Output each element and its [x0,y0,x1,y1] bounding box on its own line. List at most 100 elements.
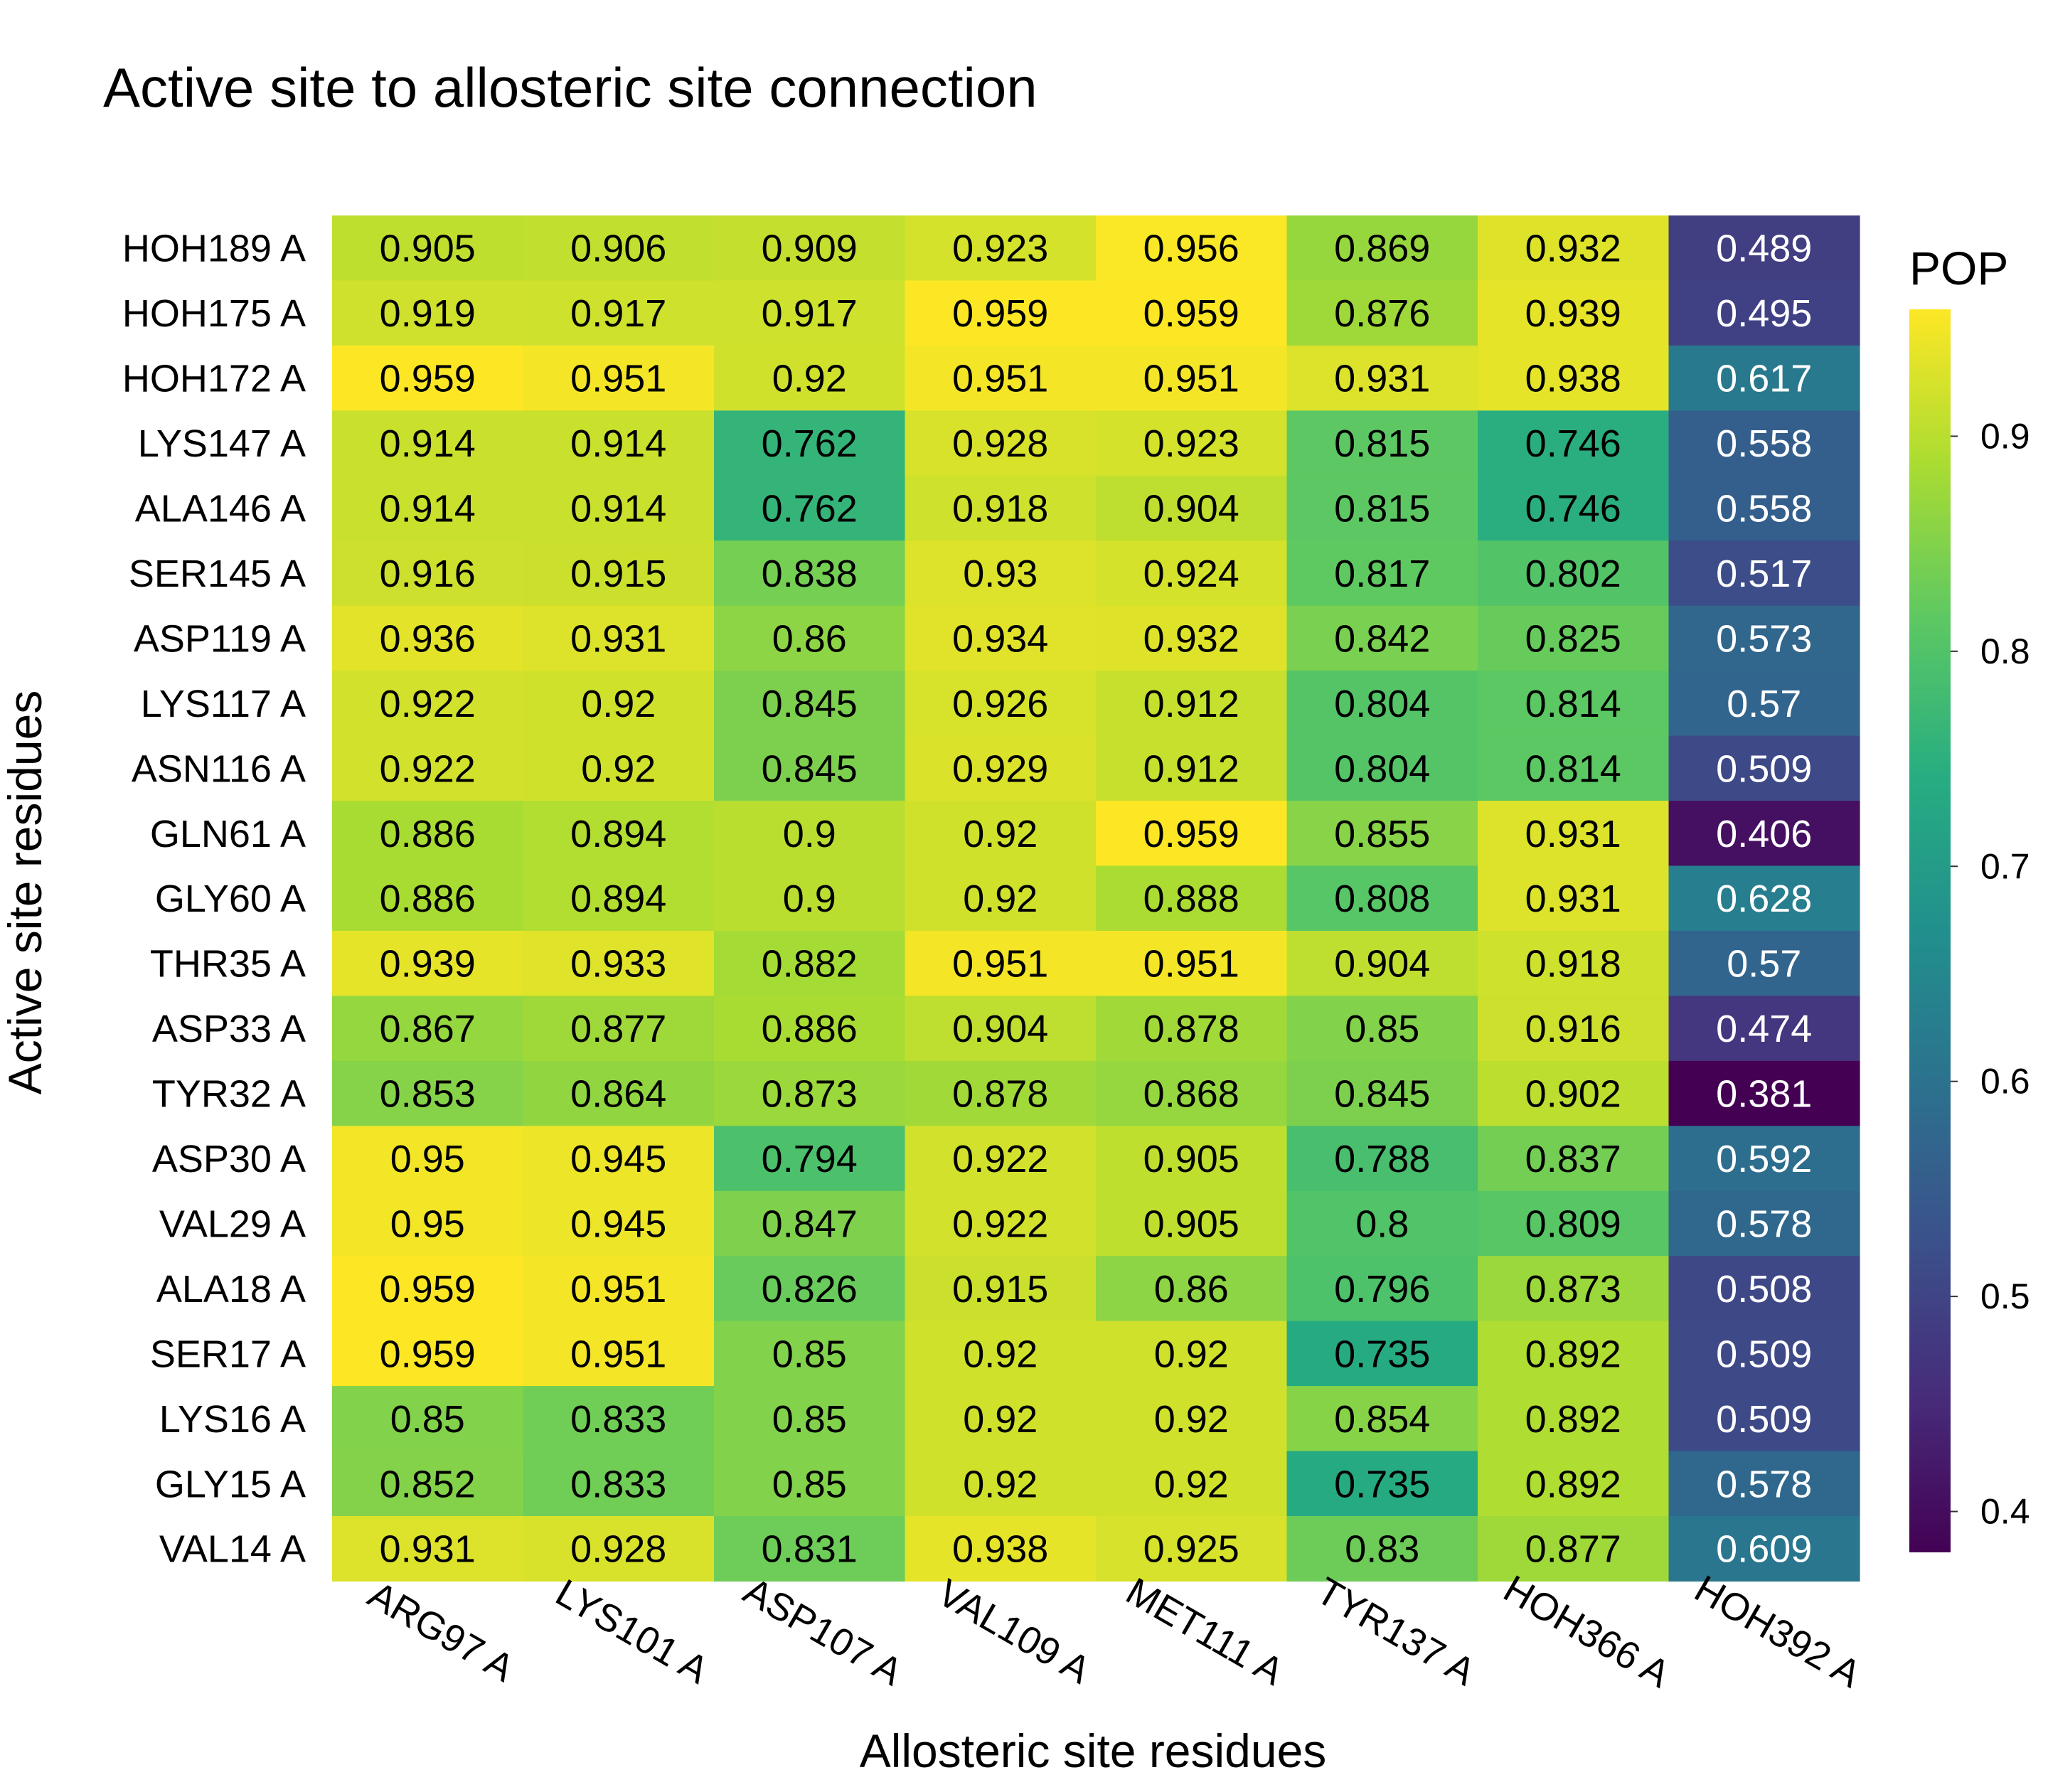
heatmap-cell [1096,801,1288,867]
cell-value-label: 0.929 [952,747,1048,790]
heatmap-cell [1286,605,1478,671]
heatmap-cell [1478,865,1670,932]
heatmap-cell [1668,1060,1860,1126]
cell-value-label: 0.85 [772,1333,847,1375]
heatmap-cell [1286,345,1478,411]
colorbar [1909,309,1951,1552]
heatmap-cell [905,475,1097,541]
heatmap-cell [523,930,715,996]
cell-value-label: 0.509 [1716,747,1812,790]
x-tick-label: MET111 A [1119,1569,1291,1693]
heatmap-cell [1478,605,1670,671]
heatmap-cell [1478,1451,1670,1517]
cell-value-label: 0.95 [390,1202,465,1245]
y-tick-label: ALA18 A [156,1268,306,1311]
heatmap-cell [1668,1516,1860,1582]
cell-value-label: 0.817 [1334,553,1430,595]
heatmap-cell [1478,735,1670,801]
heatmap-cell [905,215,1097,282]
cell-value-label: 0.92 [1154,1333,1229,1375]
y-tick-label: GLN61 A [150,813,306,855]
cell-value-label: 0.934 [952,617,1048,660]
cell-value-label: 0.877 [570,1008,666,1050]
cell-value-label: 0.815 [1334,422,1430,465]
y-tick-label: GLY60 A [155,878,306,920]
cell-value-label: 0.867 [380,1008,476,1050]
y-tick-label: ASP119 A [134,617,306,660]
y-tick-label: VAL14 A [159,1528,306,1571]
heatmap-cell [523,215,715,282]
cell-value-label: 0.854 [1334,1398,1430,1441]
heatmap-cell [905,801,1097,867]
heatmap-cell [1286,1321,1478,1387]
heatmap-cell [714,671,906,737]
cell-value-label: 0.864 [570,1073,666,1116]
cell-value-label: 0.945 [570,1202,666,1245]
cell-value-label: 0.951 [570,1268,666,1311]
cell-value-label: 0.959 [1143,813,1239,855]
heatmap-cell [905,671,1097,737]
cell-value-label: 0.746 [1525,422,1621,465]
y-tick-label: SER17 A [150,1333,306,1375]
cell-value-label: 0.886 [380,878,476,920]
heatmap-cell [714,801,906,867]
y-tick-label: TYR32 A [152,1073,306,1116]
y-tick-label: THR35 A [150,943,306,986]
cell-value-label: 0.877 [1525,1528,1621,1571]
cell-value-label: 0.945 [570,1138,666,1180]
heatmap-cell [1668,1386,1860,1452]
cell-value-label: 0.909 [762,228,858,270]
heatmap-cell [1286,801,1478,867]
heatmap-cell [1286,1126,1478,1192]
heatmap-cell [1478,410,1670,476]
y-tick-label: ASP33 A [152,1008,306,1050]
y-axis-ticks: HOH189 A HOH175 A HOH172 A LYS147 A ALA146 A… [122,228,306,1571]
cell-value-label: 0.925 [1143,1528,1239,1571]
heatmap-cell [332,930,524,996]
y-tick-label: VAL29 A [159,1202,306,1245]
cell-value-label: 0.833 [570,1398,666,1441]
heatmap-cell [523,1386,715,1452]
cell-value-label: 0.8 [1355,1202,1409,1245]
cell-value-label: 0.919 [380,292,476,335]
heatmap-cell [1478,1060,1670,1126]
cell-value-label: 0.904 [952,1008,1048,1050]
heatmap-cell [332,1060,524,1126]
heatmap-cell [332,1321,524,1387]
heatmap-cell [1668,865,1860,932]
cell-value-label: 0.905 [380,228,476,270]
x-tick-label: ARG97 A [361,1573,521,1690]
cell-value-label: 0.951 [1143,358,1239,400]
heatmap-cell [714,996,906,1062]
heatmap-cell [1286,996,1478,1062]
heatmap-cell [523,865,715,932]
heatmap-cell [523,410,715,476]
cell-value-label: 0.578 [1716,1202,1812,1245]
y-tick-label: HOH172 A [122,358,306,400]
heatmap-cell [714,1256,906,1322]
heatmap-cell [332,735,524,801]
cell-value-label: 0.904 [1334,943,1430,986]
heatmap-cell [523,1256,715,1322]
cell-value-label: 0.924 [1143,553,1239,595]
heatmap-cell [332,1516,524,1582]
cell-value-label: 0.959 [380,358,476,400]
heatmap-cell [1478,1126,1670,1192]
cell-value-label: 0.869 [1334,228,1430,270]
cell-value-label: 0.906 [570,228,666,270]
heatmap-cell [714,1060,906,1126]
heatmap-cell [1478,1386,1670,1452]
heatmap-cell [905,1386,1097,1452]
heatmap-cell [1096,865,1288,932]
cell-value-label: 0.796 [1334,1268,1430,1311]
colorbar-tick-label: 0.5 [1980,1276,2030,1316]
heatmap-cell [332,410,524,476]
cell-value-label: 0.926 [952,683,1048,725]
cell-value-label: 0.916 [1525,1008,1621,1050]
cell-value-label: 0.825 [1525,617,1621,660]
heatmap-cell [1096,1451,1288,1517]
heatmap-cell [1286,475,1478,541]
cell-value-label: 0.931 [1525,813,1621,855]
heatmap-cell [1096,1256,1288,1322]
cell-value-label: 0.931 [570,617,666,660]
